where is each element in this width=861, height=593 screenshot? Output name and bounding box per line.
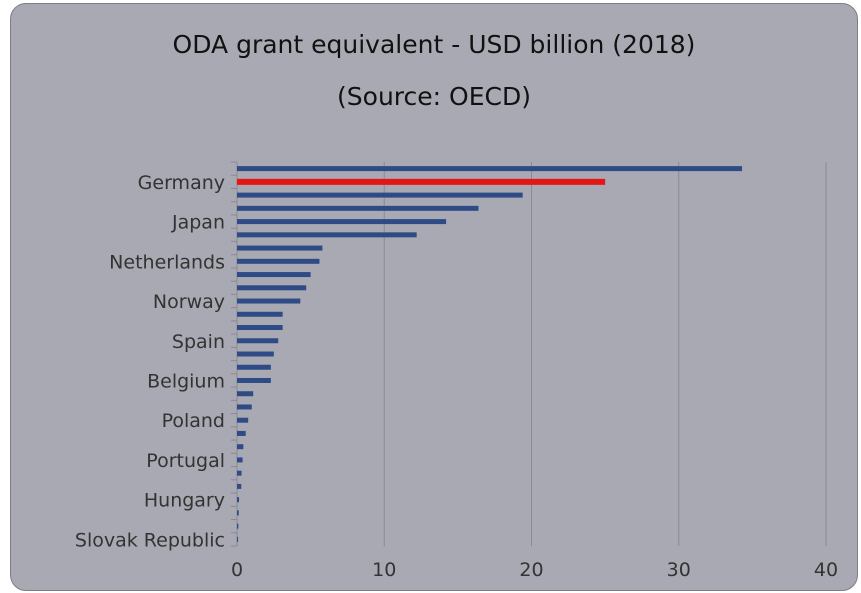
x-tick-label: 20 [519,559,543,581]
bar [237,417,249,423]
bar [237,444,244,450]
bar [237,497,240,503]
bar [237,192,523,198]
bar [237,364,271,370]
bar [237,285,307,291]
x-tick-label: 0 [231,559,243,581]
y-tick-label: Netherlands [109,251,225,273]
chart-title: ODA grant equivalent - USD billion (2018… [172,30,696,59]
bar [237,245,323,251]
x-tick-label: 10 [372,559,396,581]
bar [237,178,606,185]
bar [237,523,239,529]
bar [237,258,320,264]
bar [237,311,283,317]
bar [237,536,239,542]
chart-panel: ODA grant equivalent - USD billion (2018… [10,3,858,591]
bar [237,232,417,238]
bar [237,483,242,489]
bar [237,298,301,304]
y-tick-label: Norway [153,291,225,313]
y-tick-label: Slovak Republic [75,529,225,551]
bar [237,272,311,278]
bar [237,377,271,383]
bar [237,338,279,344]
bar [237,351,274,357]
y-tick-label: Portugal [146,450,225,472]
x-tick-label: 30 [667,559,691,581]
bar [237,205,479,211]
bar [237,219,447,225]
y-tick-label: Spain [172,331,225,353]
y-tick-label: Belgium [147,370,225,392]
chart-subtitle: (Source: OECD) [337,82,531,111]
bar [237,457,243,463]
bar [237,470,242,476]
bar-chart-plot: Germany Japan Netherlands Norway Spain Belgiu… [75,161,838,581]
bar [237,404,252,410]
bar [237,325,283,331]
y-tick-label: Poland [162,410,225,432]
bar [237,166,743,172]
y-tick-label: Japan [171,212,225,234]
bar [237,510,239,516]
bar [237,430,246,436]
x-tick-label: 40 [814,559,838,581]
bar [237,391,254,397]
y-tick-label: Hungary [144,490,225,512]
y-tick-label: Germany [138,172,225,194]
